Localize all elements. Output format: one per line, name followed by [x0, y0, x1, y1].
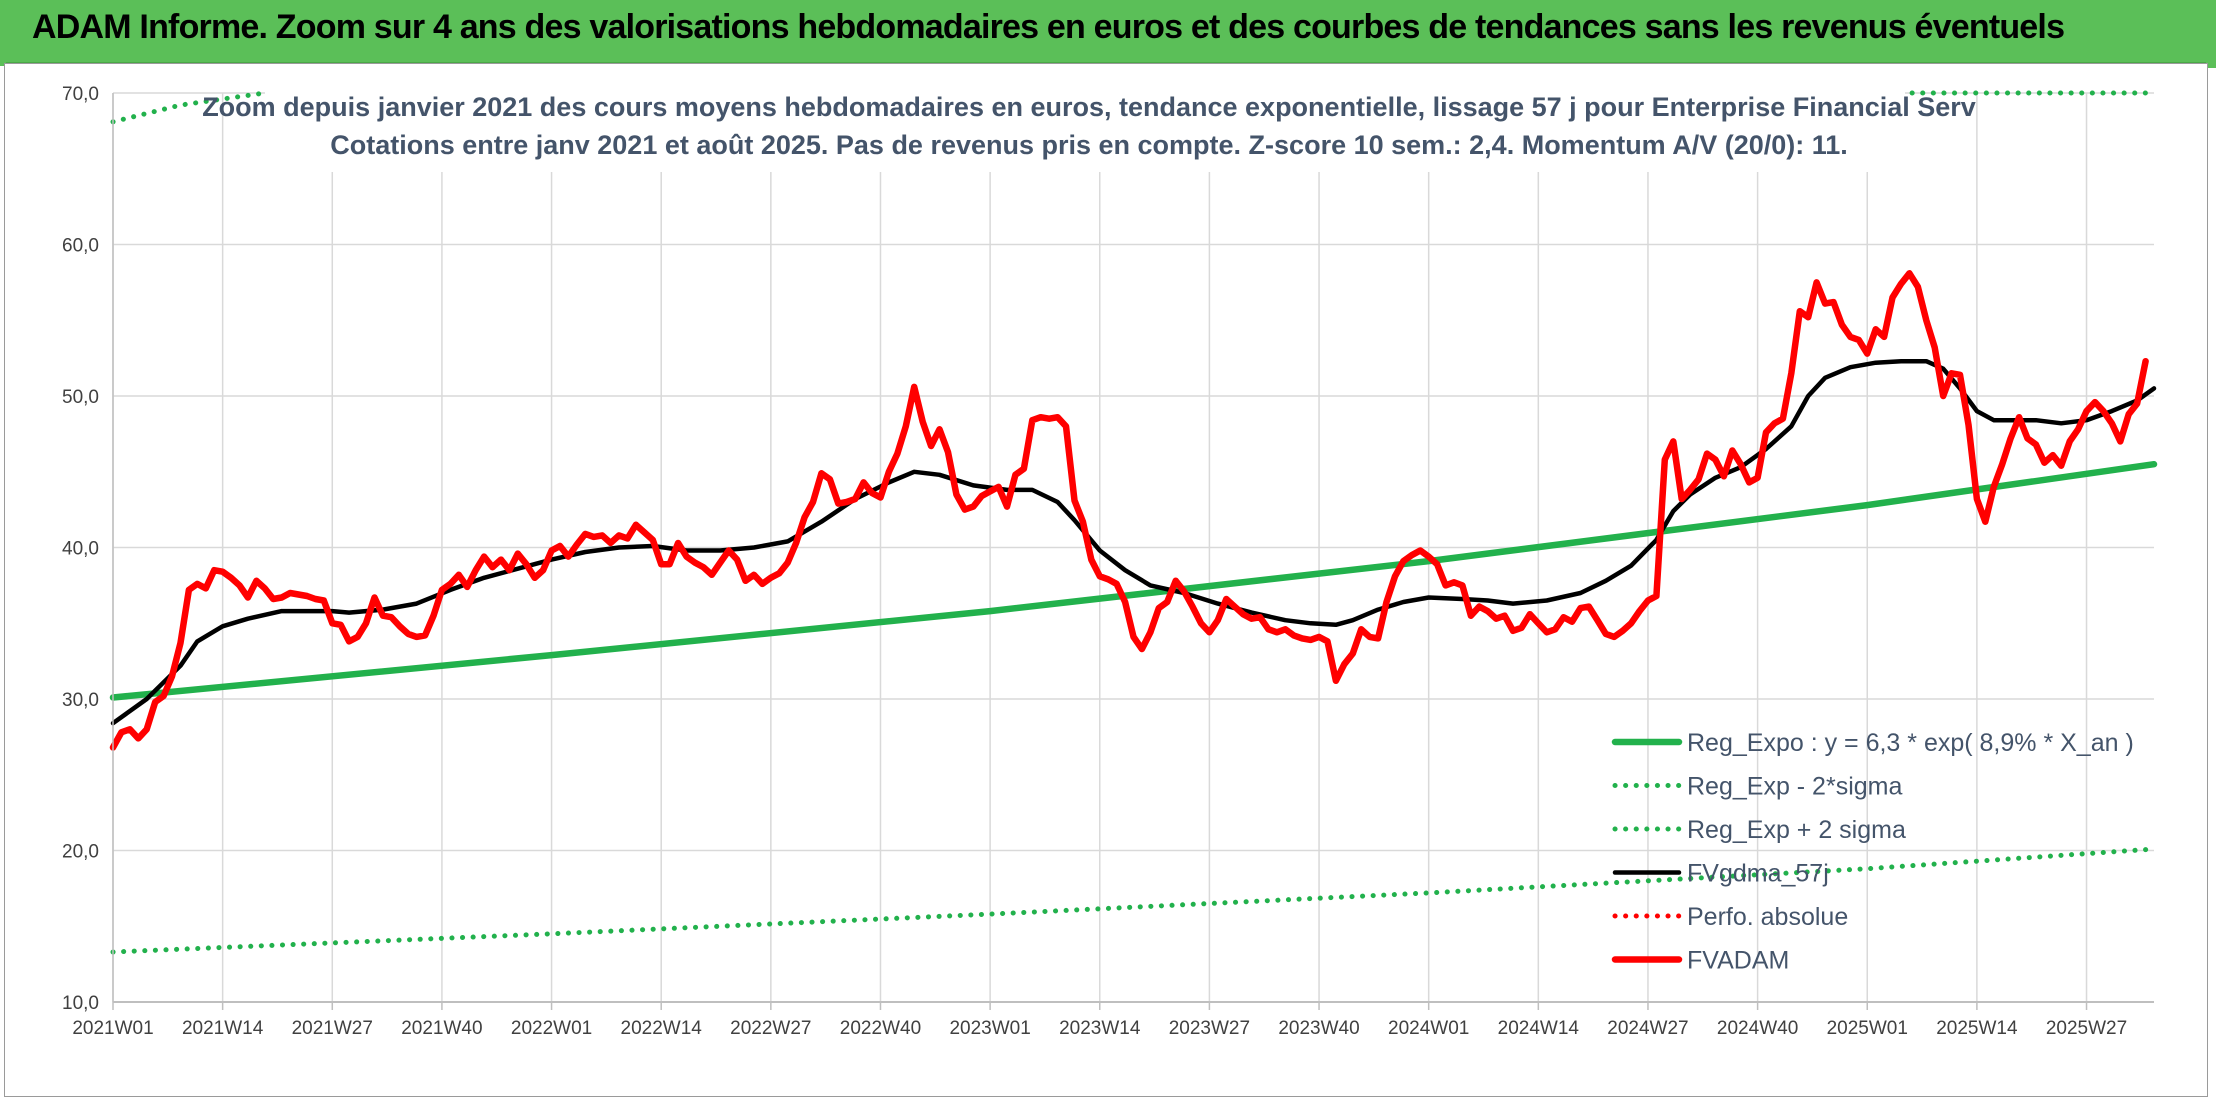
series-line-fvgdma-57j [110, 358, 2157, 726]
y-tick-label: 20,0 [62, 842, 99, 863]
x-tick-label: 2024W40 [1717, 1018, 1798, 1039]
series-line-fvadam [109, 270, 2149, 751]
title-background [265, 84, 1905, 172]
y-tick-label: 30,0 [62, 690, 99, 711]
x-tick-label: 2023W14 [1059, 1018, 1141, 1039]
chart-subtitle: Cotations entre janv 2021 et août 2025. … [330, 130, 1848, 160]
y-tick-label: 10,0 [62, 993, 99, 1014]
legend-label: Reg_Exp - 2*sigma [1687, 773, 1902, 801]
x-tick-label: 2024W27 [1607, 1018, 1688, 1039]
x-tick-label: 2022W27 [730, 1018, 811, 1039]
y-tick-label: 50,0 [62, 387, 99, 408]
banner-corner-right [2206, 58, 2216, 68]
report-title: ADAM Informe. Zoom sur 4 ans des valoris… [32, 8, 2065, 46]
line-chart: Zoom depuis janvier 2021 des cours moyen… [62, 84, 2158, 1039]
legend-label: FVADAM [1687, 947, 1789, 975]
x-tick-label: 2021W40 [401, 1018, 482, 1039]
banner-corner-left [0, 58, 6, 66]
series-line-reg-exp-2-sigma [110, 846, 2157, 955]
chart-legend: Reg_Expo : y = 6,3 * exp( 8,9% * X_an ) R… [1611, 729, 2134, 975]
chart-grid [112, 92, 2154, 1003]
x-tick-label: 2023W01 [949, 1018, 1030, 1039]
x-tick-label: 2021W27 [292, 1018, 373, 1039]
x-tick-label: 2022W40 [840, 1018, 921, 1039]
x-tick-label: 2021W14 [182, 1018, 264, 1039]
x-tick-label: 2023W27 [1169, 1018, 1250, 1039]
x-tick-label: 2022W14 [621, 1018, 703, 1039]
legend-label: FVgdma_57j [1687, 860, 1829, 888]
report-banner: ADAM Informe. Zoom sur 4 ans des valoris… [0, 0, 2216, 63]
legend-label: Reg_Exp + 2 sigma [1687, 816, 1906, 844]
x-tick-label: 2024W14 [1498, 1018, 1580, 1039]
y-tick-label: 40,0 [62, 539, 99, 560]
series-line-reg-expo-y-6-3-exp-8-9-x-an [109, 460, 2158, 701]
legend-label: Perfo. absolue [1687, 903, 1848, 931]
x-tick-label: 2021W01 [72, 1018, 153, 1039]
chart-title: Zoom depuis janvier 2021 des cours moyen… [202, 92, 1976, 122]
x-tick-label: 2025W01 [1827, 1018, 1908, 1039]
legend-label: Reg_Expo : y = 6,3 * exp( 8,9% * X_an ) [1687, 729, 2134, 757]
x-tick-label: 2024W01 [1388, 1018, 1469, 1039]
x-tick-label: 2022W01 [511, 1018, 592, 1039]
x-tick-label: 2025W14 [1936, 1018, 2018, 1039]
x-tick-label: 2023W40 [1278, 1018, 1359, 1039]
y-tick-label: 60,0 [62, 236, 99, 257]
y-tick-label: 70,0 [62, 84, 99, 105]
chart-axes: 10,0 20,0 30,0 40,0 50,0 60,0 70,0 2021W01 2021W… [62, 84, 2154, 1039]
chart-frame: Zoom depuis janvier 2021 des cours moyen… [4, 63, 2208, 1097]
x-tick-label: 2025W27 [2046, 1018, 2127, 1039]
